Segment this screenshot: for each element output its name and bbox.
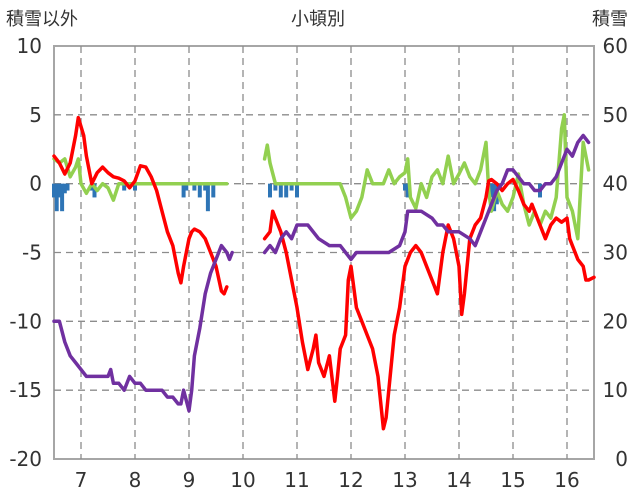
snowfall-bar (295, 183, 299, 198)
y-right-tick-label: 50 (603, 103, 628, 127)
y-left-tick-label: -20 (9, 447, 42, 471)
series-line (52, 115, 229, 296)
snowfall-bar (52, 183, 56, 198)
snowfall-bar (284, 183, 289, 198)
snowfall-bar (203, 183, 208, 191)
x-tick-label: 14 (446, 468, 471, 492)
snowfall-bar (197, 183, 202, 198)
snowfall-bar (273, 183, 278, 191)
snowfall-bar (268, 183, 272, 198)
series-line (262, 177, 596, 431)
y-right-tick-label: 20 (603, 309, 628, 333)
y-left-tick-label: -10 (9, 309, 42, 333)
snowfall-bar (289, 183, 294, 191)
snowfall-bar (92, 183, 97, 198)
snowfall-bar (403, 183, 407, 191)
y-right-tick-label: 10 (603, 378, 628, 402)
x-tick-label: 8 (129, 468, 142, 492)
y-left-tick-label: -15 (9, 378, 42, 402)
y-right-tick-label: 30 (603, 241, 628, 265)
x-tick-label: 10 (230, 468, 255, 492)
x-tick-label: 13 (392, 468, 417, 492)
series-line (52, 243, 234, 413)
snowfall-bar (184, 183, 189, 191)
snowfall-bar (489, 183, 494, 198)
x-tick-label: 9 (183, 468, 196, 492)
snowfall-bar (181, 183, 186, 198)
series-line (262, 133, 591, 262)
snowfall-bar (54, 183, 59, 212)
snowfall-bar (133, 183, 137, 191)
snowfall-bar (205, 183, 210, 212)
y-left-tick-label: -5 (22, 241, 42, 265)
snowfall-bar (405, 183, 410, 198)
y-right-tick-label: 60 (603, 34, 628, 58)
snowfall-bar (60, 183, 65, 212)
snowfall-bar (192, 183, 197, 191)
y-left-tick-label: 0 (29, 172, 42, 196)
x-tick-label: 11 (284, 468, 309, 492)
snowfall-bar (65, 183, 70, 191)
x-tick-label: 12 (338, 468, 363, 492)
y-left-tick-label: 10 (17, 34, 42, 58)
x-tick-label: 7 (75, 468, 88, 492)
snowfall-bar (57, 183, 62, 198)
line-series (52, 113, 596, 431)
x-tick-label: 16 (554, 468, 579, 492)
snowfall-bar (211, 183, 216, 198)
series-line (52, 157, 229, 202)
left-axis-label: 積雪以外 (6, 9, 78, 30)
right-axis-label: 積雪 (592, 9, 628, 30)
y-left-tick-label: 5 (29, 103, 42, 127)
snowfall-bar (62, 183, 67, 194)
y-right-tick-label: 40 (603, 172, 628, 196)
x-tick-label: 15 (500, 468, 525, 492)
series-line (262, 113, 591, 241)
chart-title: 小頓別 (291, 9, 345, 30)
snowfall-bar (122, 183, 127, 191)
snowfall-bar (278, 183, 283, 198)
y-right-tick-label: 0 (615, 447, 628, 471)
